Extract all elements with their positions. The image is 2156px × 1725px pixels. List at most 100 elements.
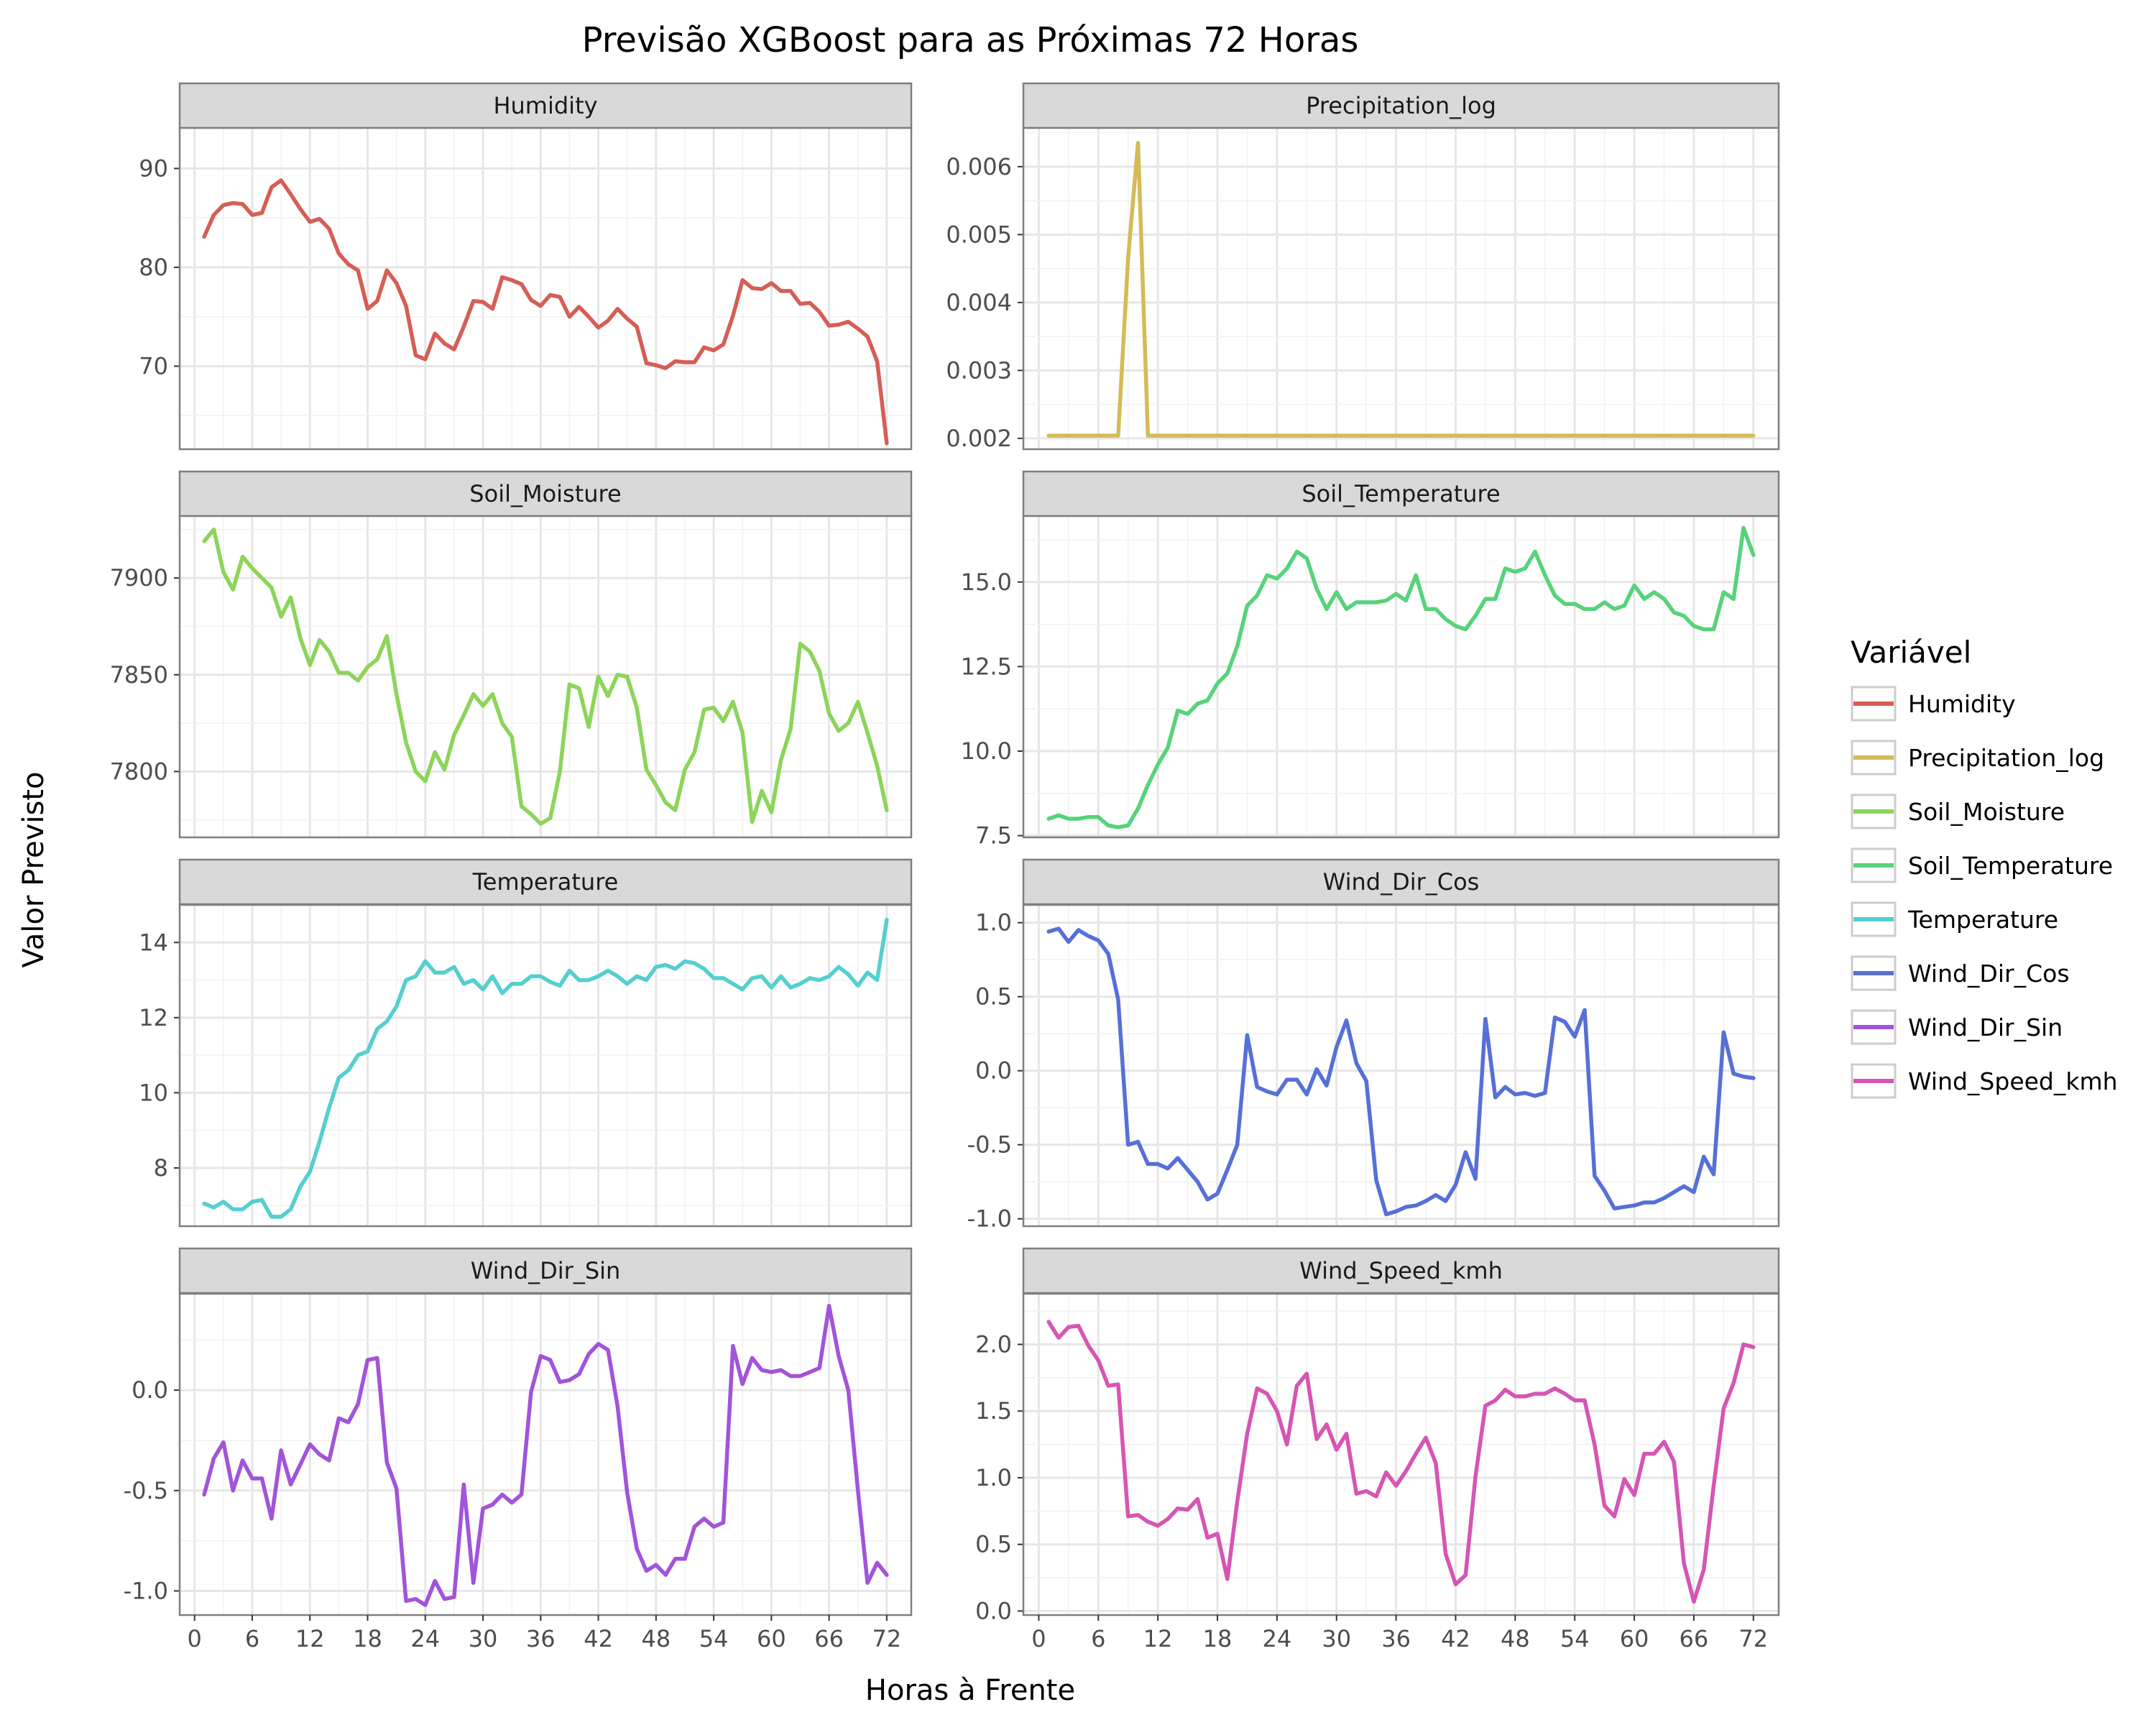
- legend-item-temperature: Temperature: [1851, 901, 2058, 937]
- y-tick-label: 0.005: [946, 221, 1012, 248]
- facet-label-soil-moisture: Soil_Moisture: [469, 480, 621, 507]
- facet-label-wind-speed-kmh: Wind_Speed_kmh: [1299, 1257, 1503, 1284]
- facet-panel-soil-temperature: Soil_Temperature 7.5 10.0 12.5 15.0: [961, 470, 1780, 850]
- facet-label-precipitation-log: Precipitation_log: [1306, 92, 1496, 119]
- facet-strip-temperature: [178, 858, 913, 906]
- legend: Variável Humidity Precipitation_log Soil_M…: [1851, 635, 2118, 1099]
- y-tick-label: 0.002: [946, 425, 1012, 452]
- legend-item-wind-speed-kmh: Wind_Speed_kmh: [1851, 1063, 2118, 1099]
- facet-panels: Humidity708090Precipitation_log0.0020.00…: [110, 82, 1780, 1652]
- panel-border: [178, 1292, 913, 1616]
- y-tick-label: 12: [139, 1004, 168, 1031]
- x-tick-label: 60: [757, 1625, 786, 1652]
- x-tick-label: 54: [699, 1625, 729, 1652]
- facet-panel-soil-moisture: Soil_Moisture 7800 7850 7900: [110, 470, 913, 839]
- y-tick-label: 0.006: [946, 153, 1012, 180]
- series-line-precipitation-log: [1046, 141, 1756, 438]
- legend-label-wind-dir-cos: Wind_Dir_Cos: [1908, 960, 2070, 988]
- y-tick-label: 70: [139, 352, 168, 380]
- y-tick-label: 0.5: [975, 1531, 1012, 1558]
- x-tick-label: 18: [1203, 1625, 1233, 1652]
- y-tick-label: -1.0: [124, 1577, 168, 1604]
- x-axis-title: Horas à Frente: [865, 1674, 1075, 1707]
- series-line-humidity: [202, 178, 889, 446]
- y-tick-label: 7.5: [975, 822, 1012, 850]
- facet-panel-humidity: Humidity 70 80 90: [139, 82, 913, 451]
- y-tick-label: -0.5: [124, 1477, 168, 1504]
- panel-border: [1022, 1292, 1780, 1616]
- panel-border: [1022, 903, 1780, 1228]
- y-tick-label: 14: [139, 929, 168, 956]
- x-tick-label: 42: [1441, 1625, 1470, 1652]
- legend-label-wind-speed-kmh: Wind_Speed_kmh: [1908, 1067, 2118, 1095]
- y-axis-title: Valor Previsto: [17, 772, 50, 968]
- panel-border: [1022, 515, 1780, 839]
- y-tick-label: 12.5: [961, 653, 1012, 680]
- facet-panel-precipitation-log: Precipitation_log 0.002 0.003 0.004 0.005 0.0…: [946, 82, 1780, 452]
- x-tick-label: 36: [1381, 1625, 1411, 1652]
- x-tick-label: 36: [526, 1625, 556, 1652]
- legend-label-soil-temperature: Soil_Temperature: [1908, 852, 2113, 880]
- y-tick-label: 7850: [110, 661, 168, 689]
- panel-border: [178, 126, 913, 451]
- x-tick-label: 30: [1322, 1625, 1351, 1652]
- legend-title: Variável: [1851, 635, 1971, 670]
- y-tick-label: 90: [139, 155, 168, 182]
- panel-border: [178, 903, 913, 1228]
- facet-strip-humidity: [178, 82, 913, 129]
- series-line-wind-dir-sin: [202, 1304, 889, 1607]
- y-tick-label: -1.0: [967, 1205, 1012, 1233]
- x-tick-label: 30: [469, 1625, 498, 1652]
- y-tick-label: 10.0: [961, 737, 1012, 765]
- plot-area-humidity: [180, 128, 911, 449]
- legend-item-soil-temperature: Soil_Temperature: [1851, 847, 2113, 883]
- facet-label-wind-dir-cos: Wind_Dir_Cos: [1323, 868, 1480, 896]
- series-line-wind-speed-kmh: [1046, 1320, 1756, 1604]
- panel-border: [178, 515, 913, 839]
- x-tick-label: 12: [295, 1625, 325, 1652]
- facet-panel-wind-speed-kmh: Wind_Speed_kmh 0.0 0.5 1.0 1.5 2.0 0 6 12 18 24 30 3…: [975, 1247, 1780, 1652]
- y-tick-label: 15.0: [961, 569, 1012, 596]
- y-tick-label: -0.5: [967, 1131, 1012, 1159]
- legend-item-soil-moisture: Soil_Moisture: [1851, 794, 2065, 829]
- y-tick-label: 0.0: [132, 1376, 168, 1404]
- x-tick-label: 12: [1143, 1625, 1173, 1652]
- y-tick-label: 0.003: [946, 356, 1012, 384]
- legend-item-wind-dir-cos: Wind_Dir_Cos: [1851, 955, 2070, 991]
- x-tick-label: 48: [641, 1625, 671, 1652]
- series-line-soil-temperature: [1046, 525, 1756, 829]
- x-tick-label: 24: [410, 1625, 440, 1652]
- x-tick-label: 72: [872, 1625, 902, 1652]
- y-tick-label: 7900: [110, 564, 168, 592]
- series-line-wind-dir-cos: [1046, 926, 1756, 1217]
- y-tick-label: 1.0: [975, 1464, 1012, 1491]
- plot-area-soil-temperature: [1023, 516, 1779, 837]
- facet-panel-wind-dir-cos: Wind_Dir_Cos -1.0 -0.5 0.0 0.5 1.0: [967, 858, 1780, 1233]
- plot-area-wind-speed-kmh: [1023, 1294, 1779, 1615]
- y-tick-label: 2.0: [975, 1330, 1012, 1358]
- series-line-soil-moisture: [202, 528, 889, 826]
- x-tick-label: 0: [188, 1625, 202, 1652]
- legend-item-precipitation-log: Precipitation_log: [1851, 740, 2104, 776]
- y-tick-label: 0.004: [946, 289, 1012, 316]
- facet-label-humidity: Humidity: [493, 92, 597, 119]
- x-tick-label: 6: [245, 1625, 259, 1652]
- plot-area-wind-dir-cos: [1023, 905, 1779, 1226]
- facet-label-temperature: Temperature: [472, 868, 619, 896]
- legend-label-wind-dir-sin: Wind_Dir_Sin: [1908, 1013, 2063, 1041]
- panel-border: [1022, 126, 1780, 451]
- plot-area-precipitation-log: [1023, 128, 1779, 449]
- legend-item-wind-dir-sin: Wind_Dir_Sin: [1851, 1009, 2063, 1045]
- facet-label-wind-dir-sin: Wind_Dir_Sin: [471, 1257, 621, 1284]
- x-tick-label: 6: [1091, 1625, 1105, 1652]
- y-tick-label: 0.5: [975, 983, 1012, 1011]
- x-tick-label: 18: [353, 1625, 382, 1652]
- x-tick-label: 66: [1680, 1625, 1709, 1652]
- facet-strip-soil-moisture: [178, 470, 913, 518]
- x-tick-label: 60: [1620, 1625, 1649, 1652]
- y-tick-label: 0.0: [975, 1057, 1012, 1085]
- facet-strip-precipitation-log: [1022, 82, 1780, 129]
- x-tick-label: 66: [814, 1625, 844, 1652]
- plot-area-soil-moisture: [180, 516, 911, 837]
